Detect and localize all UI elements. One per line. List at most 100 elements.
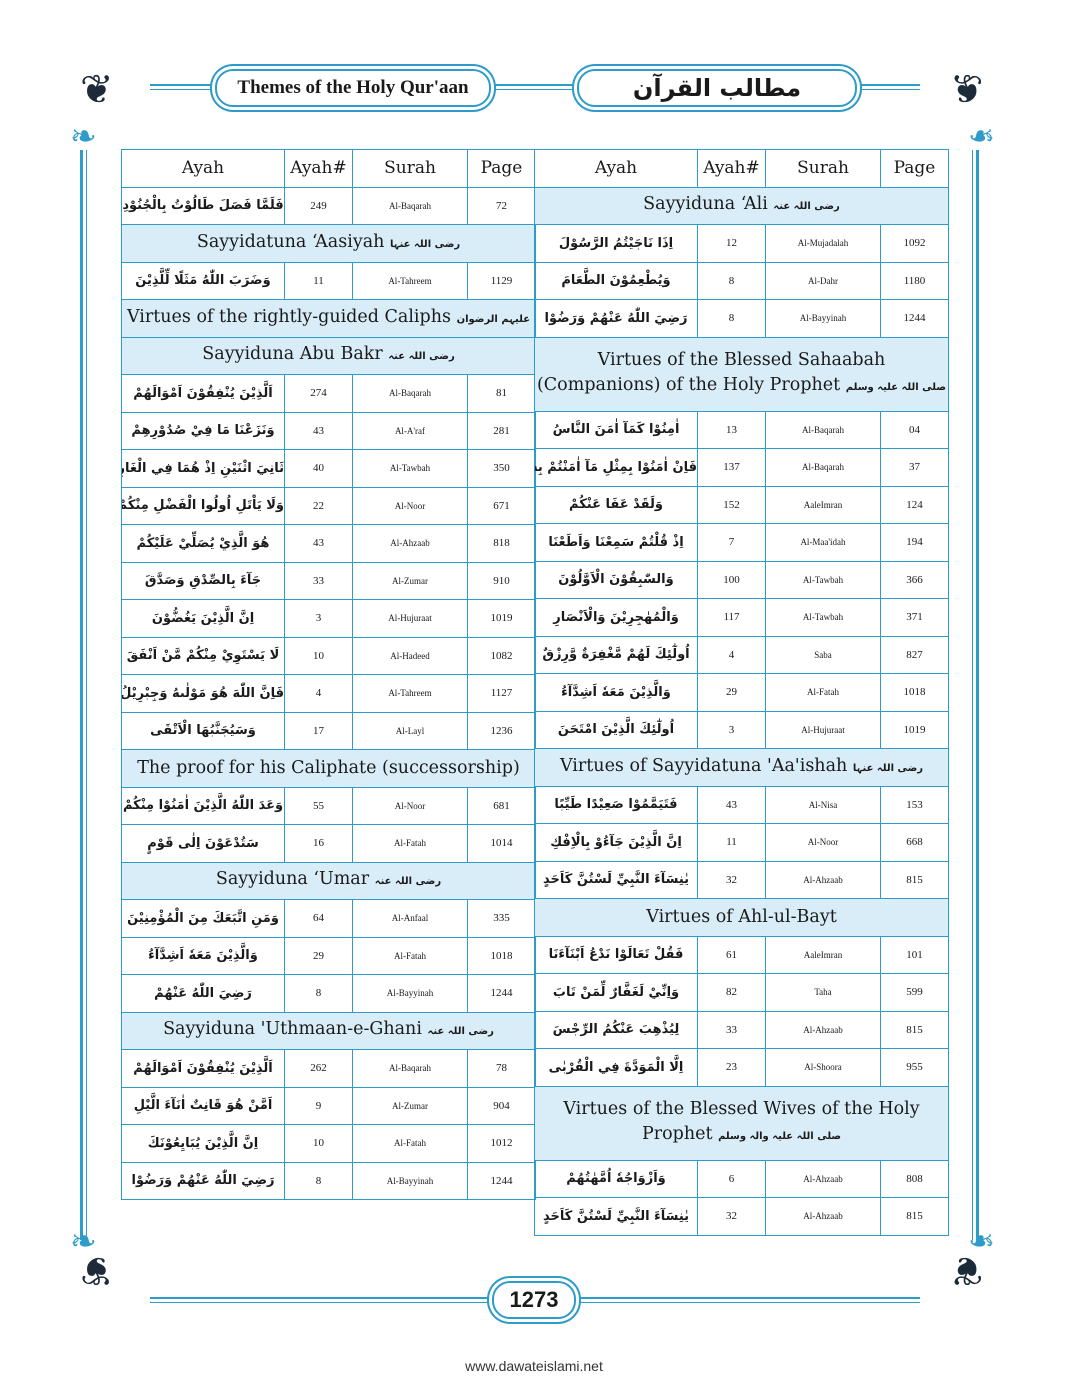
table-row: وَعَدَ اللّٰهُ الَّذِيْنَ اٰمَنُوْا مِنْ… (121, 786, 536, 825)
ayah-text: فَقُلْ تَعَالَوْا نَدْعُ اَبْنَآءَنَا (534, 935, 698, 974)
section-title: Virtues of the Blessed Wives of the Holy… (563, 1099, 920, 1144)
table-row: وَاَزْوَاجُهٗ اُمَّهٰتُهُمْ 6 Al-Ahzaab 808 (534, 1159, 949, 1198)
page-ref: 37 (880, 448, 949, 487)
table-row: اُولٰٓئِكَ الَّذِيْنَ امْتَحَنَ 3 Al-Hujur… (534, 710, 949, 749)
surah-name: Al-Anfaal (352, 899, 468, 938)
section-header: Virtues of the rightly-guided Caliphs عل… (121, 299, 536, 338)
ayah-text: وَالْمُهٰجِرِيْنَ وَالْاَنْصَارِ (534, 598, 698, 637)
ayah-number: 3 (284, 599, 353, 638)
honorific-text: رضی اللہ عنہا (389, 238, 461, 250)
ayah-text: وَعَدَ اللّٰهُ الَّذِيْنَ اٰمَنُوْا مِنْ… (121, 786, 285, 825)
ayah-text: اِنَّ الَّذِيْنَ جَآءُوْ بِالْاِفْكِ (534, 823, 698, 862)
table-row: اِنَّ الَّذِيْنَ جَآءُوْ بِالْاِفْكِ 11 Al… (534, 823, 949, 862)
honorific-text: رضی اللہ عنہا (852, 762, 924, 774)
ayah-text: اِنَّ الَّذِيْنَ يَغُضُّوْنَ (121, 599, 285, 638)
surah-name: Al-Baqarah (352, 374, 468, 413)
section-title: Sayyidatuna ‘Aasiyah (196, 231, 385, 252)
page-ref: 1092 (880, 224, 949, 263)
page-ref: 599 (880, 973, 949, 1012)
table-row: يٰنِسَآءَ النَّبِيِّ لَسْتُنَّ كَاَحَدٍ 3… (534, 860, 949, 899)
section-title: Virtues of the rightly-guided Caliphs (126, 306, 451, 327)
section-header-row: The proof for his Caliphate (successorsh… (121, 749, 536, 788)
section-header-row: Virtues of Sayyidatuna 'Aa'ishah رضی الل… (534, 748, 949, 787)
corner-flourish-bottom-left-icon: ❧ (70, 1222, 97, 1260)
ayah-text: وَالَّذِيْنَ مَعَهٗ اَشِدَّآءُ (534, 673, 698, 712)
honorific-text: رضی اللہ عنہ (427, 1026, 494, 1038)
ayah-text: اُولٰٓئِكَ الَّذِيْنَ امْتَحَنَ (534, 710, 698, 749)
ayah-text: فَلَمَّا فَصَلَ طَالُوْتُ بِالْجُنُوْدِ (121, 186, 285, 225)
table-row: لِيُذْهِبَ عَنْكُمُ الرِّجْسَ 33 Al-Ahzaab… (534, 1010, 949, 1049)
ayah-text: لَا يَسْتَوِيْ مِنْكُمْ مَّنْ اَنْفَقَ (121, 636, 285, 675)
surah-name: Al-Bayyinah (352, 974, 468, 1013)
ayah-number: 13 (697, 410, 766, 449)
table-row: فَاِنَّ اللّٰهَ هُوَ مَوْلٰىهُ وَجِبْرِي… (121, 674, 536, 713)
section-header-row: Virtues of the Blessed Wives of the Holy… (534, 1085, 949, 1161)
ayah-number: 11 (284, 261, 353, 300)
ayah-number: 6 (697, 1159, 766, 1198)
column-header-ayah-number: Ayah# (697, 149, 766, 188)
page-ref: 281 (467, 411, 536, 450)
page-ref: 350 (467, 449, 536, 488)
column-header-page: Page (467, 149, 536, 188)
surah-name: Al-Tawbah (765, 598, 881, 637)
ayah-text: وَالَّذِيْنَ مَعَهٗ اَشِدَّآءُ (121, 936, 285, 975)
page-ref: 101 (880, 935, 949, 974)
page-ref: 153 (880, 785, 949, 824)
page-ref: 1012 (467, 1124, 536, 1163)
section-header: Virtues of Sayyidatuna 'Aa'ishah رضی الل… (534, 748, 949, 787)
ayah-number: 16 (284, 824, 353, 863)
surah-name: Al-Ahzaab (765, 1197, 881, 1236)
ayah-text: وَيُطْعِمُوْنَ الطَّعَامَ (534, 261, 698, 300)
table-row: وَالَّذِيْنَ مَعَهٗ اَشِدَّآءُ 29 Al-Fatah… (121, 936, 536, 975)
ayah-text: اِنَّ الَّذِيْنَ يُبَايِعُوْنَكَ (121, 1124, 285, 1163)
table-row: اِلَّا الْمَوَدَّةَ فِي الْقُرْبٰى 23 Al-S… (534, 1048, 949, 1087)
surah-name: Al-Baqarah (765, 410, 881, 449)
page-ref: 124 (880, 485, 949, 524)
honorific-text: رضی اللہ عنہ (388, 351, 455, 363)
page-title-english: Themes of the Holy Qur'aan (215, 69, 491, 107)
surah-name: Al-Ahzaab (352, 524, 468, 563)
surah-name: Al-Noor (352, 486, 468, 525)
ayah-number: 32 (697, 1197, 766, 1236)
section-title: Virtues of Ahl-ul-Bayt (646, 906, 837, 927)
table-row: وَيُطْعِمُوْنَ الطَّعَامَ 8 Al-Dahr 1180 (534, 261, 949, 300)
ayah-number: 8 (697, 299, 766, 338)
page-ref: 904 (467, 1086, 536, 1125)
page-ref: 1244 (467, 1161, 536, 1200)
surah-name: Al-Zumar (352, 1086, 468, 1125)
ayah-number: 43 (284, 411, 353, 450)
themes-table-left: Ayah Ayah# Surah Page فَلَمَّا فَصَلَ طَ… (121, 149, 536, 1200)
section-header: Sayyiduna ‘Umar رضی اللہ عنہ (121, 861, 536, 900)
corner-flourish-bottom-right-icon: ❧ (968, 1222, 995, 1260)
page-ref: 371 (880, 598, 949, 637)
surah-name: Al-Dahr (765, 261, 881, 300)
table-row: اَلَّذِيْنَ يُنْفِقُوْنَ اَمْوَالَهُمْ 26… (121, 1049, 536, 1088)
section-header: Virtues of Ahl-ul-Bayt (534, 898, 949, 937)
ayah-number: 8 (697, 261, 766, 300)
section-header-row: Virtues of the Blessed Sahaabah (Compani… (534, 336, 949, 412)
section-title: The proof for his Caliphate (successorsh… (137, 757, 520, 778)
corner-flourish-top-right-icon: ❧ (968, 117, 995, 155)
surah-name: Al-Hadeed (352, 636, 468, 675)
table-row: فَلَمَّا فَصَلَ طَالُوْتُ بِالْجُنُوْدِ 2… (121, 186, 536, 225)
ayah-number: 22 (284, 486, 353, 525)
surah-name: Al-Tahreem (352, 261, 468, 300)
table-row: رَضِيَ اللّٰهُ عَنْهُمْ 8 Al-Bayyinah 1244 (121, 974, 536, 1013)
page-ref: 815 (880, 1010, 949, 1049)
corner-flourish-top-left-icon: ❧ (70, 117, 97, 155)
honorific-text: رضی اللہ عنہ (374, 876, 442, 888)
table-row: اِنَّ الَّذِيْنَ يَغُضُّوْنَ 3 Al-Hujuraat… (121, 599, 536, 638)
page-ref: 815 (880, 860, 949, 899)
column-header-ayah: Ayah (121, 149, 285, 188)
table-header-row: Ayah Ayah# Surah Page (121, 149, 536, 188)
ayah-number: 100 (697, 560, 766, 599)
surah-name: Al-Tawbah (352, 449, 468, 488)
surah-name: Al-Noor (352, 786, 468, 825)
ayah-text: سَتُدْعَوْنَ اِلٰى قَوْمٍ (121, 824, 285, 863)
frame-top-line-inner (150, 89, 920, 90)
ayah-text: رَضِيَ اللّٰهُ عَنْهُمْ وَرَضُوْا (121, 1161, 285, 1200)
page-ref: 366 (880, 560, 949, 599)
column-header-surah: Surah (352, 149, 468, 188)
footer-website: www.dawateislami.net (465, 1358, 603, 1374)
ayah-number: 17 (284, 711, 353, 750)
